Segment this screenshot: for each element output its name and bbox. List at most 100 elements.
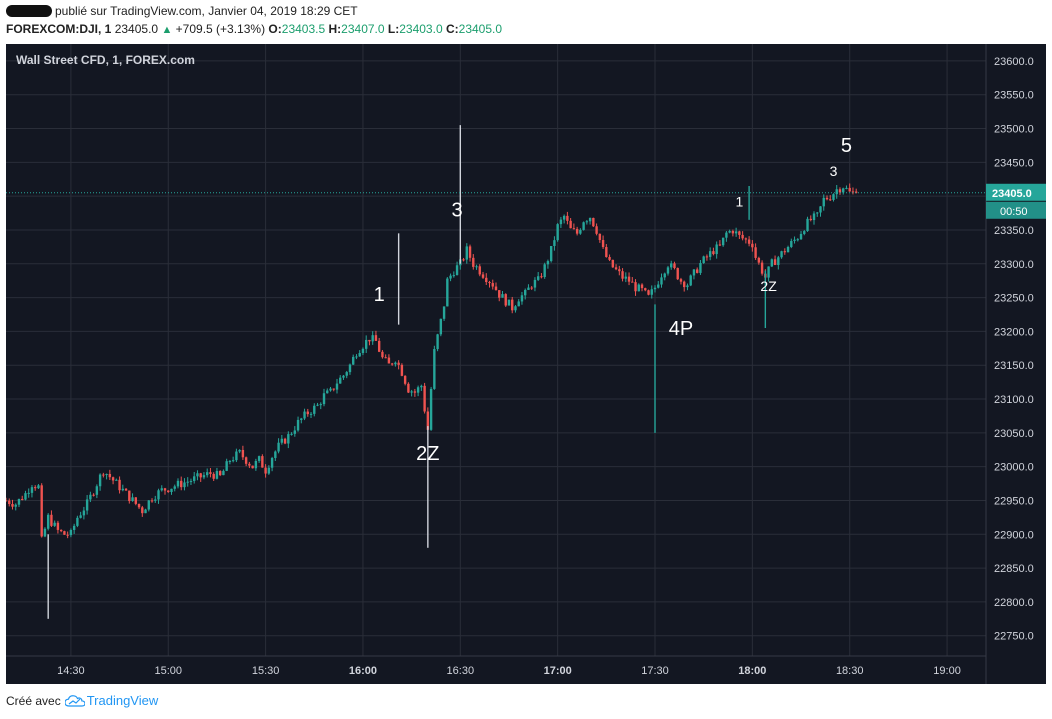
- chart-area[interactable]: 22750.0 22800.0 22850.0 22900.0 22950.0 23000…: [4, 44, 1046, 684]
- candle-body: [218, 471, 222, 476]
- candle-body: [715, 244, 718, 255]
- candle-body: [348, 364, 352, 373]
- candle-body: [274, 451, 277, 458]
- candle-body: [712, 251, 715, 255]
- candle-body: [546, 261, 550, 265]
- candle-body: [76, 517, 79, 526]
- candlestick-chart[interactable]: 22750.0 22800.0 22850.0 22900.0 22950.0 23000…: [4, 44, 1046, 684]
- ohlc-line: FOREXCOM:DJI, 1 23405.0 ▲ +709.5 (+3.13%…: [6, 22, 502, 36]
- candle-body: [816, 212, 819, 214]
- candle-body: [569, 220, 572, 229]
- candle-body: [300, 418, 303, 420]
- candle-body: [829, 199, 832, 201]
- candle-body: [134, 497, 138, 504]
- candle-body: [17, 498, 21, 505]
- y-tick-label: 23050.0: [994, 428, 1034, 440]
- candle-body: [267, 467, 271, 474]
- footer: Créé avec TradingView: [6, 693, 158, 708]
- candle-body: [627, 276, 631, 282]
- candle-body: [173, 486, 176, 489]
- candle-body: [786, 246, 790, 253]
- candle-body: [287, 434, 290, 444]
- candle-body: [686, 285, 689, 288]
- candle-body: [50, 514, 53, 526]
- candle-body: [283, 438, 287, 444]
- candle-body: [261, 456, 264, 468]
- candle-body: [738, 231, 741, 235]
- candle-body: [449, 275, 452, 279]
- candle-body: [163, 488, 167, 491]
- candle-body: [98, 474, 102, 487]
- y-tick-label: 23200.0: [994, 326, 1034, 338]
- candle-body: [235, 451, 238, 461]
- candle-body: [352, 356, 355, 365]
- candle-body: [371, 335, 374, 342]
- candle-body: [309, 413, 313, 415]
- candle-body: [455, 265, 459, 276]
- y-tick-label: 23250.0: [994, 293, 1034, 305]
- candle-body: [43, 528, 47, 537]
- candle-body: [442, 306, 446, 319]
- candle-body: [225, 461, 228, 471]
- candle-body: [579, 229, 582, 234]
- candle-body: [154, 499, 157, 501]
- candle-body: [679, 279, 683, 282]
- candle-body: [241, 450, 245, 458]
- candle-body: [410, 391, 413, 393]
- candle-body: [825, 197, 829, 200]
- x-tick-label: 15:00: [154, 665, 182, 677]
- candle-body: [196, 473, 199, 477]
- candle-body: [790, 240, 793, 247]
- candle-body: [423, 385, 426, 412]
- candle-body: [212, 473, 215, 479]
- candle-body: [40, 485, 43, 537]
- tradingview-link[interactable]: TradingView: [64, 693, 158, 708]
- tradingview-cloud-icon: [64, 694, 85, 707]
- candle-body: [760, 262, 764, 274]
- candle-body: [660, 277, 663, 285]
- candle-body: [413, 391, 417, 393]
- candle-body: [637, 284, 640, 292]
- candle-body: [345, 372, 348, 376]
- candle-body: [692, 269, 696, 276]
- candle-body: [313, 405, 316, 414]
- candle-body: [329, 388, 332, 391]
- candle-body: [339, 377, 342, 384]
- candle-body: [228, 460, 232, 462]
- y-tick-label: 22850.0: [994, 563, 1034, 575]
- candle-body: [851, 191, 855, 193]
- candle-body: [822, 197, 825, 207]
- candle-body: [845, 187, 848, 189]
- candle-body: [644, 288, 647, 291]
- price-change: +709.5 (+3.13%): [175, 22, 266, 36]
- candle-body: [72, 525, 76, 530]
- candle-body: [439, 318, 443, 335]
- candle-body: [618, 269, 621, 272]
- candle-body: [374, 335, 378, 341]
- candle-body: [747, 239, 751, 244]
- candle-body: [21, 498, 24, 500]
- wave-annotation: 3: [830, 163, 838, 179]
- candle-body: [202, 475, 206, 478]
- candle-body: [280, 438, 284, 443]
- candle-body: [744, 238, 748, 240]
- candle-body: [666, 267, 670, 274]
- symbol-label: FOREXCOM:DJI, 1: [6, 22, 112, 36]
- candle-body: [144, 509, 147, 514]
- candle-body: [394, 362, 397, 365]
- candle-body: [536, 276, 540, 280]
- candle-body: [848, 187, 851, 192]
- candle-body: [290, 433, 293, 435]
- y-tick-label: 23450.0: [994, 157, 1034, 169]
- candle-body: [725, 232, 728, 238]
- candle-body: [254, 460, 258, 469]
- candle-body: [446, 278, 449, 307]
- y-tick-label: 22900.0: [994, 529, 1034, 541]
- x-tick-label: 19:00: [933, 665, 961, 677]
- candle-body: [634, 282, 637, 292]
- candle-body: [670, 263, 673, 268]
- candle-body: [121, 488, 125, 491]
- countdown-label: 00:50: [1000, 206, 1028, 218]
- candle-body: [728, 230, 731, 233]
- candle-body: [316, 404, 319, 406]
